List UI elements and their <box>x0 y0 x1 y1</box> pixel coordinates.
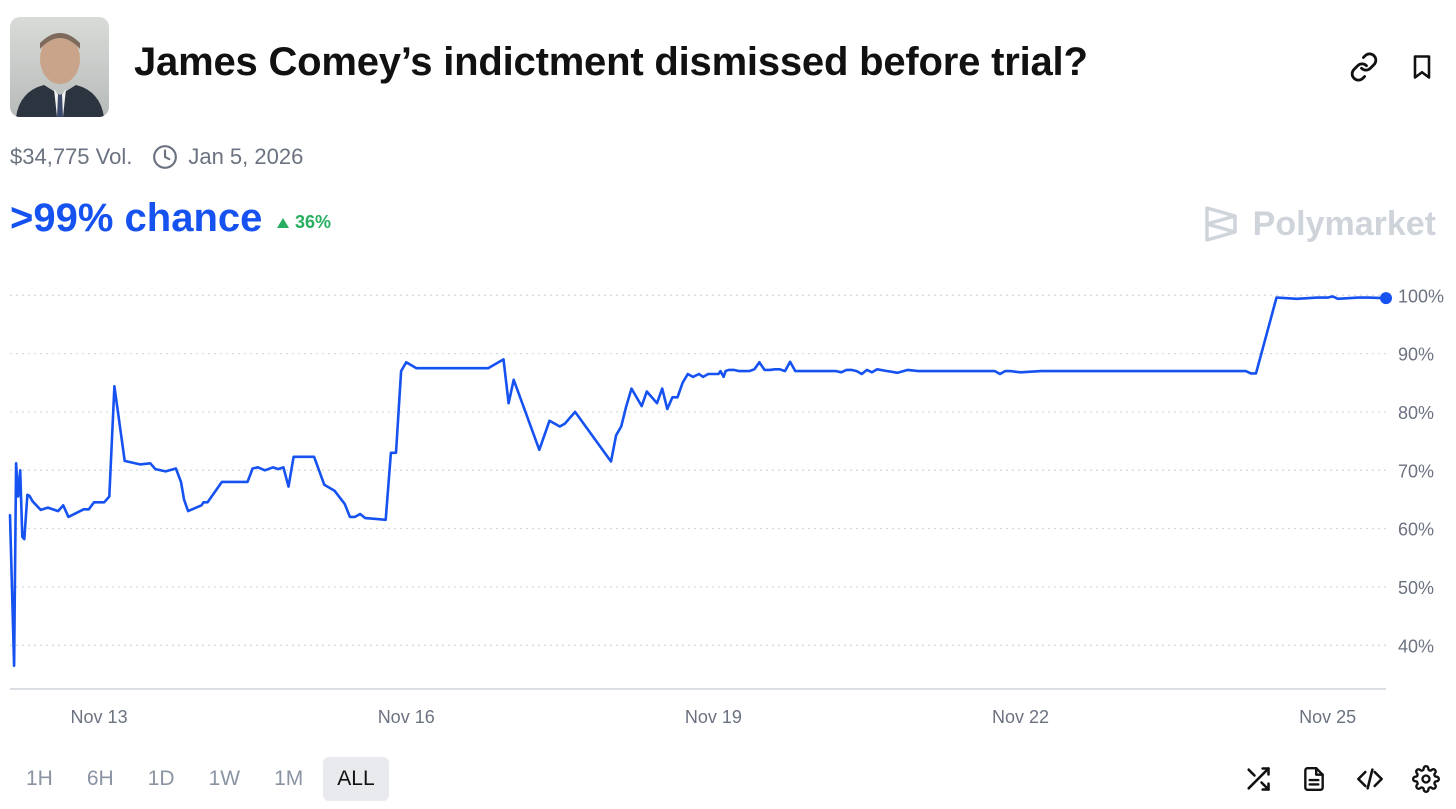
y-tick-label: 90% <box>1398 345 1434 365</box>
x-tick-label: Nov 13 <box>71 707 128 727</box>
polymarket-logo-icon <box>1204 206 1237 242</box>
series-end-point[interactable] <box>1380 292 1392 305</box>
clock-icon <box>152 144 178 170</box>
range-button-1m[interactable]: 1M <box>274 767 304 790</box>
range-button-all[interactable]: ALL <box>323 757 389 801</box>
range-button-1d[interactable]: 1D <box>147 767 175 790</box>
y-tick-label: 70% <box>1398 461 1434 481</box>
document-icon[interactable] <box>1298 762 1330 796</box>
page-title: James Comey’s indictment dismissed befor… <box>134 40 1088 84</box>
y-tick-label: 80% <box>1398 403 1434 423</box>
x-tick-label: Nov 16 <box>378 707 435 727</box>
range-selector: 1H 6H 1D 1W 1M ALL <box>12 757 389 801</box>
range-button-1w[interactable]: 1W <box>208 767 241 790</box>
y-tick-label: 50% <box>1398 578 1434 598</box>
market-meta: $34,775 Vol. Jan 5, 2026 <box>10 144 303 170</box>
market-avatar <box>10 17 109 117</box>
volume-text: $34,775 Vol. <box>10 144 133 169</box>
portrait-photo-icon <box>10 17 109 117</box>
change-badge: 36% <box>276 212 331 233</box>
bookmark-icon[interactable] <box>1406 50 1438 84</box>
y-tick-label: 100% <box>1398 286 1444 306</box>
brand-watermark: Polymarket <box>1203 204 1436 244</box>
chance-text: >99% chance <box>10 196 263 240</box>
price-chart[interactable]: 100% 90% 80% 70% 60% 50% 40% Nov 13 Nov 16 Nov 19… <box>0 270 1456 740</box>
y-tick-label: 40% <box>1398 636 1434 656</box>
gear-icon[interactable] <box>1410 762 1442 796</box>
x-tick-label: Nov 25 <box>1299 707 1356 727</box>
x-tick-label: Nov 19 <box>685 707 742 727</box>
series-line[interactable] <box>8 295 1388 667</box>
code-icon[interactable] <box>1354 762 1386 796</box>
x-tick-label: Nov 22 <box>992 707 1049 727</box>
range-button-1h[interactable]: 1H <box>26 767 53 790</box>
brand-name: Polymarket <box>1252 204 1436 243</box>
shuffle-icon[interactable] <box>1242 762 1274 796</box>
y-tick-label: 60% <box>1398 520 1434 540</box>
change-text: 36% <box>295 212 332 232</box>
end-date-text: Jan 5, 2026 <box>188 144 304 169</box>
link-icon[interactable] <box>1348 50 1380 84</box>
range-button-6h[interactable]: 6H <box>86 767 114 790</box>
triangle-up-icon <box>277 217 289 228</box>
